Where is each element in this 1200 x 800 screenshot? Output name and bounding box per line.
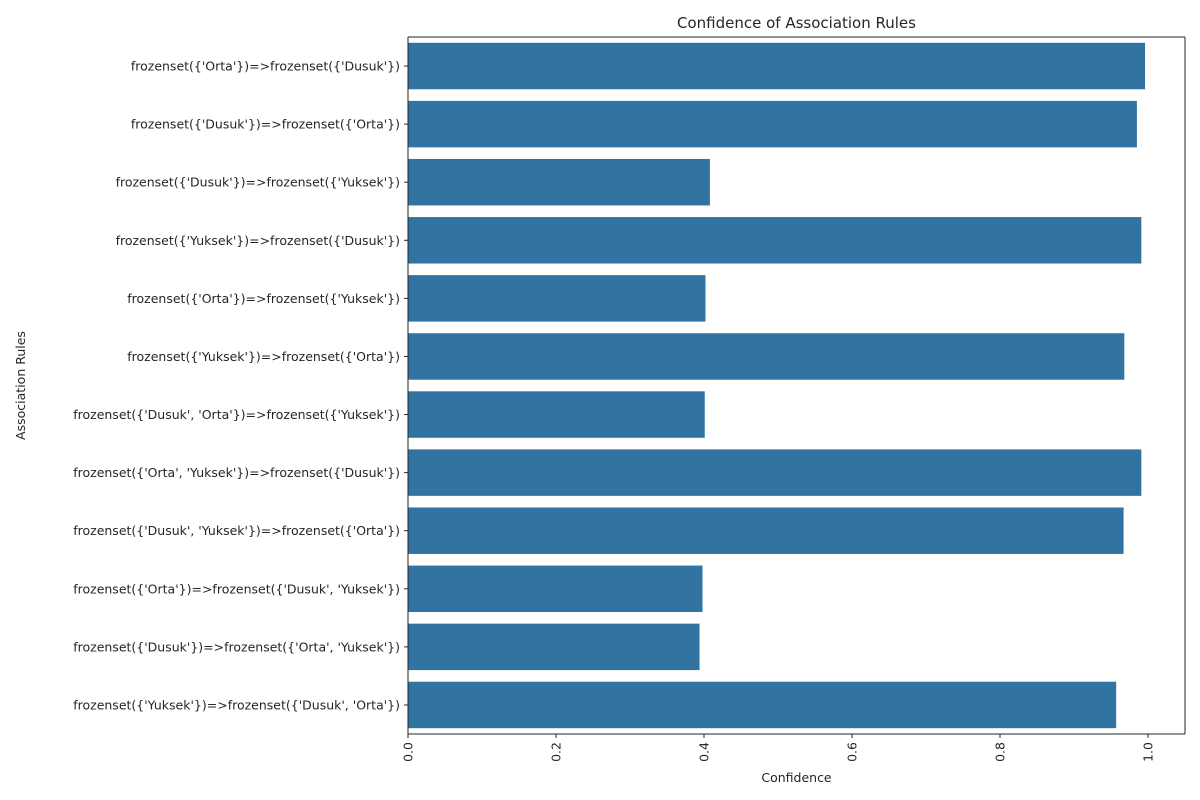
- bar-6: [408, 391, 705, 438]
- y-tick-label-11: frozenset({'Yuksek'})=>frozenset({'Dusuk…: [73, 697, 400, 712]
- bar-0: [408, 42, 1146, 90]
- x-tick-label-3: 0.6: [845, 742, 860, 762]
- bar-7: [408, 449, 1142, 496]
- bar-2: [408, 158, 710, 206]
- chart-title: Confidence of Association Rules: [677, 14, 916, 32]
- x-tick-label-5: 1.0: [1141, 742, 1156, 762]
- y-axis-title: Association Rules: [13, 331, 28, 440]
- x-tick-label-2: 0.4: [697, 742, 712, 762]
- y-tick-label-3: frozenset({'Yuksek'})=>frozenset({'Dusuk…: [116, 233, 400, 248]
- y-tick-label-7: frozenset({'Orta', 'Yuksek'})=>frozenset…: [73, 465, 400, 480]
- y-tick-label-8: frozenset({'Dusuk', 'Yuksek'})=>frozense…: [73, 523, 400, 538]
- y-tick-label-0: frozenset({'Orta'})=>frozenset({'Dusuk'}…: [131, 59, 400, 74]
- x-tick-label-1: 0.2: [549, 742, 564, 762]
- bar-8: [408, 507, 1124, 554]
- y-tick-label-10: frozenset({'Dusuk'})=>frozenset({'Orta',…: [73, 639, 400, 654]
- x-tick-label-0: 0.0: [401, 742, 416, 762]
- y-tick-label-6: frozenset({'Dusuk', 'Orta'})=>frozenset(…: [73, 407, 400, 422]
- bar-11: [408, 681, 1117, 729]
- bar-9: [408, 565, 703, 613]
- y-tick-label-1: frozenset({'Dusuk'})=>frozenset({'Orta'}…: [131, 117, 400, 132]
- bar-1: [408, 100, 1137, 148]
- y-tick-label-4: frozenset({'Orta'})=>frozenset({'Yuksek'…: [127, 291, 400, 306]
- y-axis-ticks: frozenset({'Orta'})=>frozenset({'Dusuk'}…: [73, 59, 408, 712]
- x-axis-title: Confidence: [761, 770, 832, 785]
- x-axis-ticks: 0.0 0.2 0.4 0.6 0.8 1.0: [401, 734, 1156, 762]
- bar-5: [408, 333, 1125, 380]
- y-tick-label-5: frozenset({'Yuksek'})=>frozenset({'Orta'…: [127, 349, 400, 364]
- bar-4: [408, 275, 706, 322]
- bar-10: [408, 623, 700, 671]
- y-tick-label-9: frozenset({'Orta'})=>frozenset({'Dusuk',…: [73, 581, 400, 596]
- bars-group: [408, 42, 1146, 729]
- y-tick-label-2: frozenset({'Dusuk'})=>frozenset({'Yuksek…: [116, 175, 400, 190]
- x-tick-label-4: 0.8: [993, 742, 1008, 762]
- bar-3: [408, 217, 1142, 264]
